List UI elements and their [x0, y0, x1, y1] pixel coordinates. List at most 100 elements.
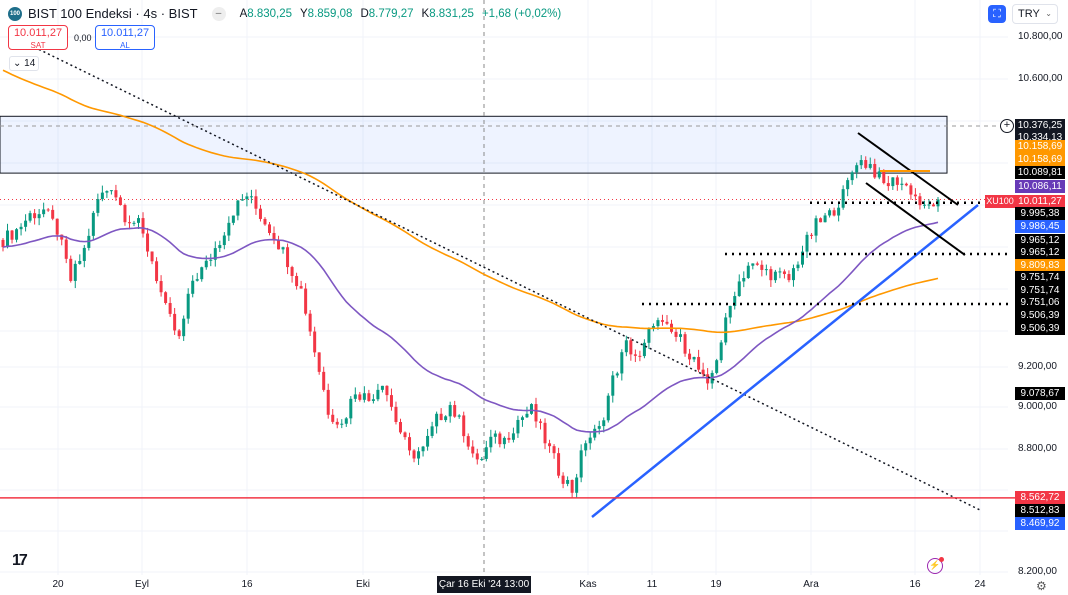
indicators-count: 14	[24, 58, 36, 69]
candle-body	[448, 405, 452, 417]
flash-icon[interactable]: ⚡	[927, 557, 944, 574]
uptrend-line	[591, 204, 979, 518]
candle-body	[922, 204, 926, 206]
candle-body	[493, 433, 497, 437]
candle-body	[886, 183, 890, 187]
candle-body	[656, 320, 660, 327]
candle-body	[326, 389, 330, 415]
candle-body	[182, 318, 186, 337]
candle-body	[435, 413, 439, 427]
currency-select[interactable]: TRY ⌄	[1012, 4, 1058, 24]
candle-body	[127, 222, 131, 224]
candle-body	[444, 416, 448, 421]
price-tag: 9.751,74	[1015, 271, 1065, 284]
candle-body	[850, 172, 854, 181]
candle-body	[895, 177, 899, 185]
candle-body	[570, 479, 574, 493]
candle-body	[475, 453, 479, 460]
candle-body	[100, 192, 104, 200]
candle-body	[543, 422, 547, 444]
settings-icon[interactable]: ⚙	[1036, 579, 1047, 593]
candle-body	[755, 263, 759, 265]
candle-body	[358, 394, 362, 400]
candle-body	[218, 245, 222, 249]
candle-body	[308, 313, 312, 332]
price-axis-label: 9.200,00	[1018, 361, 1057, 372]
price-tag: 10.376,25	[1015, 119, 1065, 132]
candle-body	[877, 171, 881, 178]
candle-body	[679, 334, 683, 337]
dotted-downtrend-line	[29, 44, 981, 511]
tradingview-logo[interactable]: 17	[12, 552, 28, 569]
candle-body	[701, 369, 705, 375]
add-alert-icon[interactable]: +	[1000, 119, 1014, 133]
time-axis-label: 16	[241, 579, 253, 590]
price-tag: 9.965,12	[1015, 246, 1065, 259]
candle-body	[828, 210, 832, 216]
candle-body	[624, 340, 628, 353]
candle-body	[394, 406, 398, 423]
candle-body	[832, 210, 836, 216]
candle-body	[728, 305, 732, 318]
candle-body	[349, 398, 353, 419]
candle-body	[615, 373, 619, 376]
candle-body	[873, 164, 877, 178]
candle-body	[566, 479, 570, 484]
candle-body	[403, 432, 407, 438]
candle-body	[331, 414, 335, 422]
currency-value: TRY	[1018, 8, 1040, 20]
candle-body	[525, 413, 529, 418]
candle-body	[24, 220, 28, 227]
candle-body	[91, 212, 95, 236]
change-value: +1,68 (+0,02%)	[481, 7, 562, 20]
candle-body	[78, 260, 82, 264]
candle-body	[123, 205, 127, 223]
candle-body	[231, 215, 235, 223]
price-axis-label: 9.000,00	[1018, 401, 1057, 412]
candle-body	[859, 160, 863, 166]
candle-body	[715, 360, 719, 373]
candle-body	[724, 317, 728, 343]
candle-body	[439, 413, 443, 421]
candle-body	[539, 421, 543, 423]
candle-body	[417, 451, 421, 459]
candle-body	[900, 183, 904, 185]
price-tag: 9.965,12	[1015, 234, 1065, 247]
candle-body	[588, 437, 592, 444]
price-tag: 8.469,92	[1015, 517, 1065, 530]
fullscreen-button[interactable]: ⛶	[988, 5, 1006, 23]
sell-button[interactable]: 10.011,27 SAT	[8, 25, 68, 50]
buy-button[interactable]: 10.011,27 AL	[95, 25, 155, 50]
fast-ma-line	[2, 221, 939, 433]
candle-body	[484, 447, 488, 459]
candle-body	[254, 196, 258, 209]
candle-body	[529, 404, 533, 414]
candle-body	[629, 340, 633, 355]
candle-body	[335, 421, 339, 425]
candle-body	[507, 437, 511, 440]
symbol-title[interactable]: BIST 100 Endeksi · 4s · BIST	[28, 6, 198, 21]
candle-body	[51, 209, 55, 219]
candle-body	[389, 395, 393, 407]
candle-body	[398, 422, 402, 433]
candle-body	[660, 320, 664, 322]
close-label: K	[421, 7, 430, 20]
candle-body	[909, 185, 913, 195]
price-tag: 9.809,83	[1015, 259, 1065, 272]
close-value: 8.831,25	[429, 7, 474, 20]
time-axis-label: Kas	[579, 579, 597, 590]
candle-body	[82, 247, 86, 261]
price-tag: 10.086,11	[1015, 180, 1065, 193]
collapse-icon[interactable]: –	[211, 6, 226, 21]
candle-body	[647, 328, 651, 343]
candle-body	[367, 393, 371, 401]
candle-body	[6, 230, 10, 248]
symbol-tag: XU100	[985, 195, 1015, 208]
candle-body	[249, 196, 253, 198]
indicators-toggle[interactable]: ⌄ 14	[9, 56, 39, 71]
candle-body	[164, 292, 168, 304]
candle-body	[855, 165, 859, 173]
candle-body	[733, 296, 737, 306]
candle-body	[742, 277, 746, 282]
